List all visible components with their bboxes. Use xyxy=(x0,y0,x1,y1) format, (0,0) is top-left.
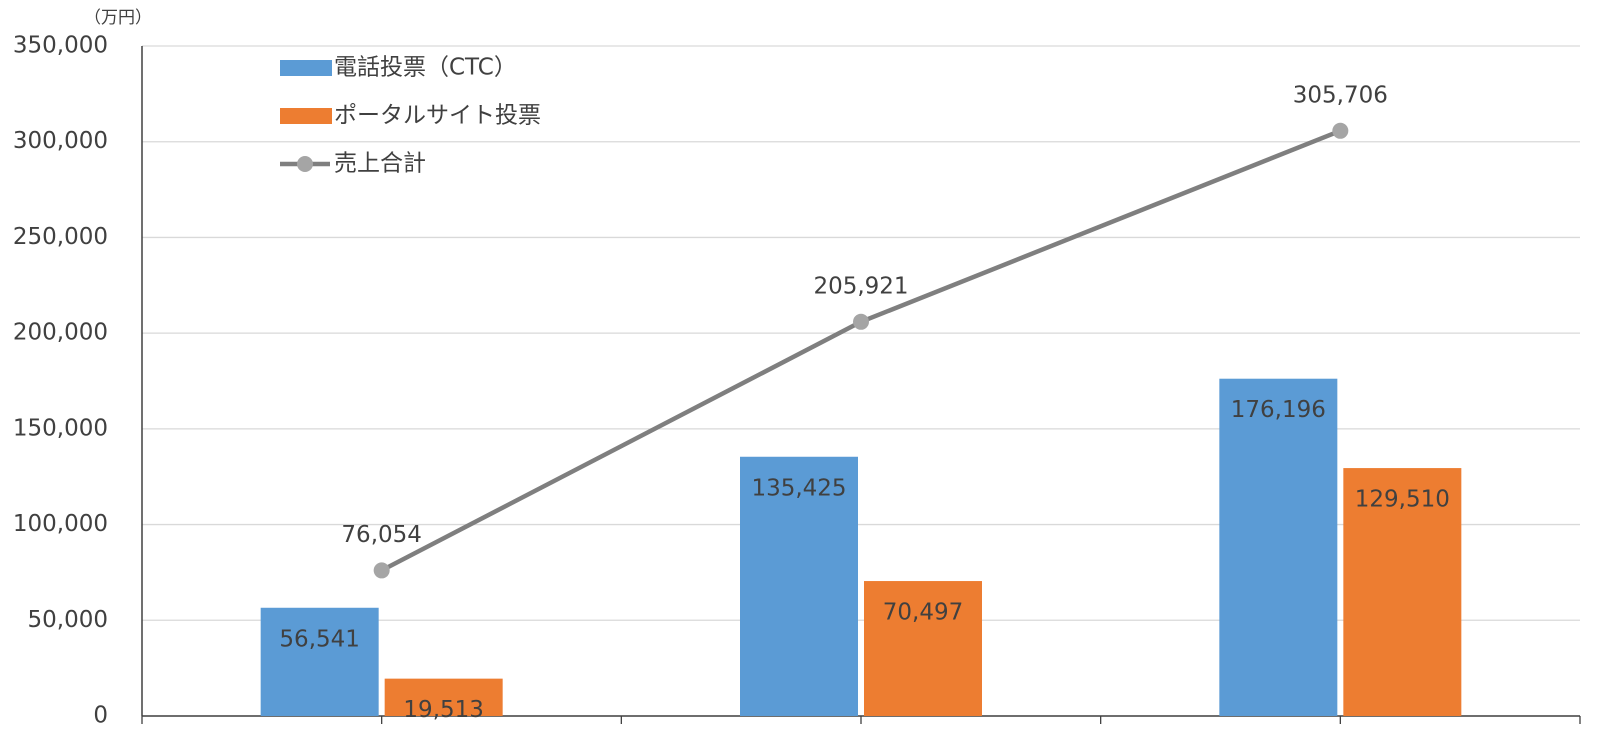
y-tick-label: 200,000 xyxy=(13,320,108,346)
y-tick-label: 300,000 xyxy=(13,128,108,154)
data-label: 205,921 xyxy=(813,273,908,299)
line-marker xyxy=(853,313,869,330)
data-label: 19,513 xyxy=(403,697,483,723)
legend-label: ポータルサイト投票 xyxy=(334,103,541,129)
bar xyxy=(384,678,503,716)
bar xyxy=(1343,468,1462,716)
legend-symbol xyxy=(280,60,332,76)
data-label: 76,054 xyxy=(341,522,421,548)
legend-label: 売上合計 xyxy=(334,151,426,177)
bar xyxy=(740,456,858,716)
bar xyxy=(864,581,982,716)
y-tick-label: 100,000 xyxy=(13,511,108,537)
data-label: 56,541 xyxy=(279,626,359,652)
data-label: 70,497 xyxy=(883,600,963,626)
legend-symbol xyxy=(297,156,313,172)
legend-symbol xyxy=(280,108,332,124)
line-marker xyxy=(1332,122,1349,139)
bar xyxy=(260,607,379,716)
legend-label: 電話投票（CTC） xyxy=(334,55,517,81)
y-tick-label: 150,000 xyxy=(13,415,108,441)
bar xyxy=(1219,378,1338,716)
y-tick-label: 250,000 xyxy=(13,224,108,250)
y-tick-label: 0 xyxy=(93,703,108,729)
data-label: 135,425 xyxy=(751,475,846,501)
line xyxy=(380,128,1342,573)
y-tick-label: 350,000 xyxy=(13,33,108,59)
data-label: 176,196 xyxy=(1231,397,1326,423)
y-tick-label: 50,000 xyxy=(28,607,108,633)
line-marker xyxy=(373,562,390,579)
data-label: 129,510 xyxy=(1355,487,1450,513)
data-label: 305,706 xyxy=(1293,82,1388,108)
y-axis-label: （万円） xyxy=(84,8,152,28)
